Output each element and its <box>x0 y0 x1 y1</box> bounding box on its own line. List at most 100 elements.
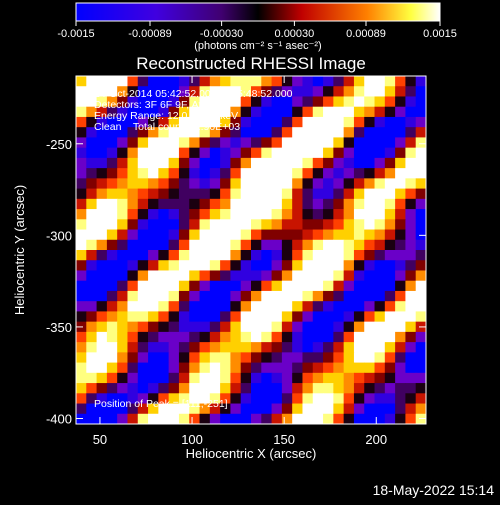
heatmap-cell <box>384 280 396 292</box>
heatmap-cell <box>240 219 252 231</box>
heatmap-cell <box>168 362 180 374</box>
heatmap-cell <box>323 321 334 333</box>
heatmap-cell <box>178 198 190 210</box>
heatmap-cell <box>251 157 262 169</box>
heatmap-cell <box>106 270 118 282</box>
heatmap-cell <box>168 239 180 251</box>
heatmap-cell <box>209 342 221 353</box>
heatmap-cell <box>106 209 118 220</box>
heatmap-cell <box>261 362 273 374</box>
heatmap-cell <box>158 157 170 169</box>
heatmap-cell <box>384 372 396 384</box>
heatmap-cell <box>106 127 118 139</box>
heatmap-cell <box>209 393 221 405</box>
heatmap-cell <box>415 116 426 128</box>
heatmap-cell <box>106 168 118 179</box>
heatmap-cell <box>137 219 149 231</box>
heatmap-cell <box>230 239 242 251</box>
heatmap-cell <box>127 147 139 159</box>
heatmap-cell <box>148 383 159 394</box>
heatmap-cell <box>240 229 252 241</box>
heatmap-cell <box>96 168 108 179</box>
heatmap-cell <box>292 198 304 210</box>
heatmap-cell <box>323 198 334 210</box>
heatmap-cell <box>137 362 149 374</box>
heatmap-cell <box>220 372 232 384</box>
heatmap-cell <box>302 280 314 292</box>
heatmap-cell <box>127 116 139 128</box>
heatmap-cell <box>230 290 242 302</box>
heatmap-cell <box>127 403 139 415</box>
heatmap-cell <box>312 116 324 128</box>
heatmap-cell <box>292 383 304 394</box>
heatmap-cell <box>189 250 201 261</box>
heatmap-cell <box>240 188 252 200</box>
heatmap-cell <box>127 270 139 282</box>
heatmap-cell <box>117 250 129 261</box>
heatmap-cell <box>168 157 180 169</box>
heatmap-cell <box>353 393 365 405</box>
heatmap-cell <box>261 352 273 364</box>
heatmap-cell <box>292 413 304 424</box>
heatmap-cell <box>312 250 324 261</box>
heatmap-cell <box>384 383 396 394</box>
heatmap-cell <box>261 280 273 292</box>
heatmap-cell <box>395 96 407 108</box>
x-tick-label: 200 <box>365 432 387 447</box>
heatmap-cell <box>209 106 221 118</box>
heatmap-cell <box>127 137 139 149</box>
heatmap-cell <box>220 290 232 302</box>
heatmap-cell <box>117 116 129 128</box>
heatmap-cell <box>384 270 396 282</box>
heatmap-cell <box>271 383 283 394</box>
heatmap-cell <box>178 311 190 323</box>
heatmap-cell <box>240 106 252 118</box>
heatmap-cell <box>106 321 118 333</box>
heatmap-cell <box>415 280 426 292</box>
heatmap-cell <box>117 270 129 282</box>
heatmap-cell <box>137 96 149 108</box>
heatmap-cell <box>271 137 283 149</box>
heatmap-cell <box>281 127 293 139</box>
heatmap-cell <box>86 290 98 302</box>
heatmap-cell <box>251 116 262 128</box>
heatmap-cell <box>178 106 190 118</box>
heatmap-cell <box>271 147 283 159</box>
heatmap-cell <box>353 280 365 292</box>
heatmap-cell <box>405 106 417 118</box>
heatmap-cell <box>312 270 324 282</box>
heatmap-cell <box>415 106 426 118</box>
heatmap-cell <box>384 290 396 302</box>
heatmap-cell <box>240 178 252 190</box>
heatmap-cell <box>312 362 324 374</box>
heatmap-cell <box>343 290 355 302</box>
heatmap-cell <box>230 352 242 364</box>
heatmap-cell <box>251 168 262 179</box>
heatmap-cell <box>220 116 232 128</box>
footer-date: 18-May-2022 15:14 <box>373 482 495 498</box>
heatmap-cell <box>251 321 262 333</box>
heatmap-cell <box>374 372 386 384</box>
heatmap-cell <box>158 372 170 384</box>
heatmap-cell <box>76 127 87 139</box>
heatmap-cell <box>281 86 293 98</box>
heatmap-cell <box>86 280 98 292</box>
heatmap-cell <box>415 250 426 261</box>
heatmap-cell <box>343 229 355 241</box>
heatmap-cell <box>86 147 98 159</box>
heatmap-cell <box>86 96 98 108</box>
heatmap-cell <box>302 239 314 251</box>
heatmap-cell <box>189 188 201 200</box>
heatmap-cell <box>343 393 355 405</box>
heatmap-cell <box>148 127 159 139</box>
heatmap-cell <box>261 188 273 200</box>
heatmap-cell <box>281 270 293 282</box>
heatmap-cell <box>292 157 304 169</box>
heatmap-cell <box>168 86 180 98</box>
heatmap-cell <box>251 209 262 220</box>
heatmap-cell <box>86 106 98 118</box>
heatmap-cell <box>405 168 417 179</box>
heatmap-cell <box>230 188 242 200</box>
heatmap-cell <box>76 76 87 87</box>
heatmap-cell <box>168 321 180 333</box>
